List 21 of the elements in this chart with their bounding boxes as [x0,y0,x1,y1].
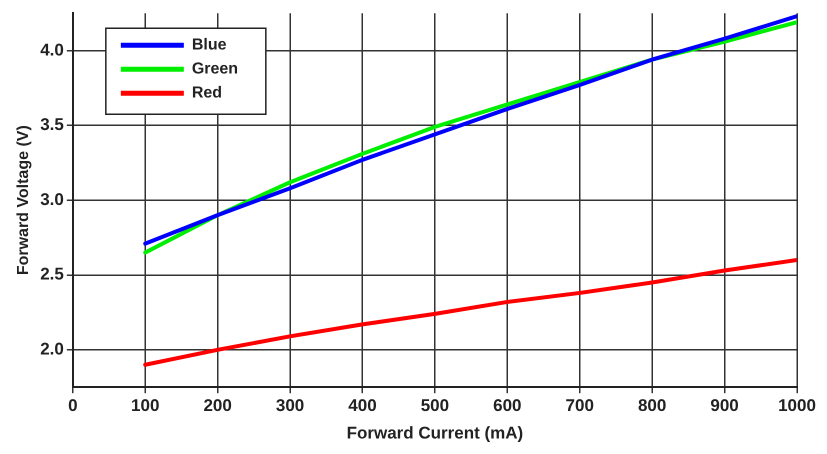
legend-label: Red [192,84,222,102]
y-tick-label: 3.5 [40,115,64,134]
x-tick-label: 600 [493,396,522,416]
y-tick-label: 2.0 [40,339,64,358]
y-tick-label: 2.5 [40,264,64,284]
x-tick-label: 800 [638,396,666,416]
x-tick-label: 100 [131,396,160,416]
x-axis-title: Forward Current (mA) [346,423,524,442]
x-tick-label: 1000 [778,396,816,416]
x-tick-label: 700 [566,396,594,416]
x-tick-label: 400 [348,396,377,416]
y-axis-title: Forward Voltage (V) [15,125,32,276]
legend-label: Green [192,60,238,78]
y-tick-label: 4.0 [40,40,64,60]
x-tick-label: 200 [203,396,232,416]
y-tick-label: 3.0 [40,190,64,209]
x-tick-label: 900 [710,396,739,416]
legend-label: Blue [192,36,227,54]
x-tick-label: 500 [420,396,450,416]
x-tick-label: 300 [276,396,304,416]
x-tick-label: 0 [68,396,78,416]
